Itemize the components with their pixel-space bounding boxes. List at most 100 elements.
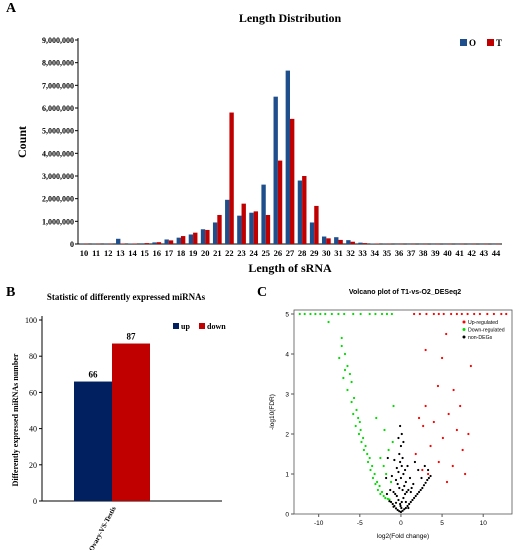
volcano-point-up [469, 364, 472, 368]
chart-c-x-tick-label: 5 [440, 520, 444, 527]
chart-a-x-tick-label: 16 [152, 248, 161, 258]
volcano-point-down [391, 440, 394, 444]
bar-series-t [350, 241, 355, 244]
volcano-point-non-deg [424, 481, 427, 484]
volcano-point-non-deg [409, 500, 412, 504]
bar-series-o [164, 239, 169, 244]
chart-a-x-tick-label: 39 [431, 248, 440, 258]
volcano-point-up [466, 312, 469, 316]
chart-a-x-tick-label: 15 [140, 248, 149, 258]
volcano-point-down [337, 312, 340, 316]
volcano-point-non-deg [413, 496, 416, 500]
legend-swatch-t [487, 39, 494, 46]
bar-series-t [338, 239, 343, 244]
volcano-point-non-deg [399, 504, 402, 508]
volcano-point-non-deg [401, 488, 404, 492]
volcano-point-up [437, 312, 440, 316]
chart-b-title: Statistic of differently expressed miRNA… [47, 292, 206, 302]
chart-c-x-tick-label: 0 [399, 520, 403, 527]
bar-series-o [225, 199, 230, 244]
bar-series-t [290, 118, 295, 244]
chart-c-plot-frame [293, 309, 513, 515]
volcano-point-non-deg [402, 440, 405, 444]
chart-c-x-label: log2(Fold change) [377, 533, 429, 540]
chart-c-title: Volcano plot of T1-vs-O2_DESeq2 [349, 289, 461, 296]
volcano-point-non-deg [399, 460, 402, 464]
volcano-point-up [500, 312, 503, 316]
volcano-point-up [464, 472, 467, 476]
volcano-point-down [352, 312, 355, 316]
volcano-point-up [429, 444, 432, 448]
chart-a-x-tick-label: 13 [116, 248, 125, 258]
volcano-point-non-deg [394, 492, 397, 496]
bar-series-o [200, 229, 206, 244]
volcano-point-up [459, 404, 462, 408]
volcano-point-non-deg [414, 494, 417, 498]
volcano-point-down [379, 456, 382, 460]
chart-a-x-tick-label: 34 [371, 248, 380, 258]
legend-label-non-deg: non-DEGs [468, 335, 493, 341]
volcano-point-non-deg [386, 456, 389, 460]
bar-down [112, 343, 150, 501]
volcano-point-non-deg [408, 476, 412, 480]
volcano-point-non-deg [405, 490, 408, 494]
chart-a-x-tick-label: 36 [395, 248, 404, 258]
volcano-point-non-deg [388, 500, 391, 503]
volcano-point-down [346, 364, 349, 368]
volcano-point-up [424, 348, 427, 352]
volcano-point-down [343, 352, 347, 356]
volcano-point-non-deg [403, 508, 406, 511]
chart-c-y-tick-label: 1 [285, 472, 289, 479]
bar-series-t [217, 214, 222, 244]
chart-a-x-tick-label: 27 [286, 248, 295, 258]
data-label-down: 87 [127, 332, 137, 342]
bar-series-o [358, 242, 363, 244]
legend-marker-non-deg [462, 335, 466, 339]
volcano-point-non-deg [385, 492, 389, 496]
volcano-point-up [432, 312, 435, 316]
volcano-point-down [385, 312, 389, 316]
chart-a-x-tick-label: 25 [262, 248, 271, 258]
chart-a-x-tick-label: 40 [443, 248, 452, 258]
chart-b-y-tick-label: 40 [29, 425, 37, 434]
bar-series-t [205, 229, 210, 244]
volcano-point-non-deg [394, 507, 398, 510]
volcano-point-down [387, 448, 390, 452]
volcano-point-up [424, 404, 427, 408]
volcano-point-non-deg [404, 506, 407, 510]
chart-a-y-tick-label: 6,000,000 [42, 104, 74, 113]
volcano-point-non-deg [417, 490, 421, 494]
volcano-point-down [362, 436, 365, 440]
volcano-point-non-deg [400, 500, 403, 504]
chart-b-y-tick-label: 80 [29, 352, 37, 361]
volcano-point-non-deg [398, 486, 401, 490]
chart-a-y-tick-label: 3,000,000 [42, 172, 74, 181]
volcano-point-non-deg [420, 476, 423, 480]
volcano-point-down [379, 492, 382, 496]
volcano-point-down [352, 396, 356, 400]
chart-b-category-label: Ovary-VS-Testis [87, 505, 117, 550]
chart-a-x-tick-label: 28 [298, 248, 307, 258]
bar-series-t [314, 205, 319, 244]
volcano-point-non-deg [402, 472, 405, 476]
chart-a-x-tick-label: 33 [358, 248, 367, 258]
bar-series-o [212, 222, 218, 244]
chart-a-x-tick-label: 17 [165, 248, 174, 258]
volcano-point-up [461, 448, 464, 452]
bar-series-t [156, 242, 162, 244]
volcano-point-non-deg [392, 505, 395, 508]
volcano-point-up [426, 472, 430, 476]
volcano-point-down [357, 432, 361, 436]
volcano-point-non-deg [396, 482, 399, 486]
bar-series-o [116, 238, 121, 244]
volcano-point-up [436, 384, 440, 388]
chart-a-x-tick-label: 26 [274, 248, 283, 258]
volcano-point-down [346, 388, 349, 392]
volcano-point-non-deg [426, 468, 430, 472]
chart-a-title: Length Distribution [239, 11, 342, 25]
volcano-point-up [445, 332, 448, 336]
volcano-point-non-deg [385, 476, 388, 480]
volcano-point-up [450, 312, 453, 316]
volcano-point-non-deg [396, 508, 399, 512]
volcano-point-up [437, 460, 440, 464]
